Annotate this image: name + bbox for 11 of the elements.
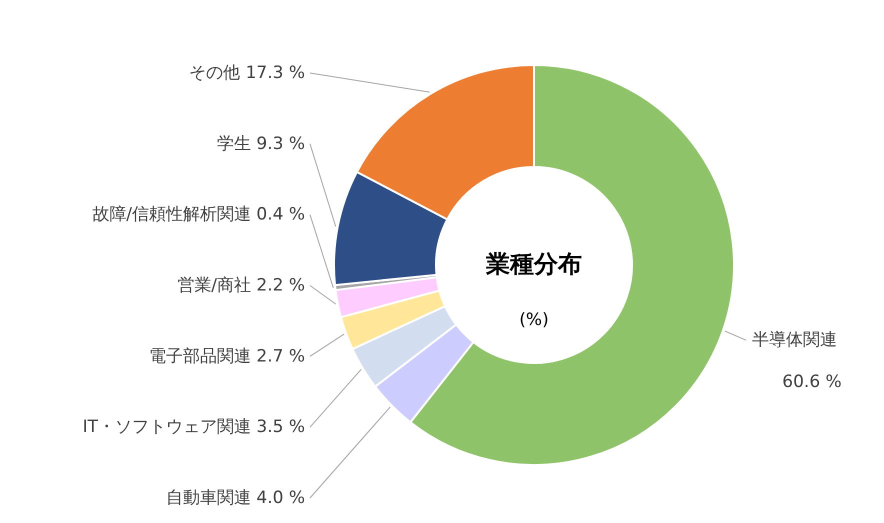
slice-label: 電子部品関連 2.7 % — [149, 346, 305, 366]
slice-label: IT・ソフトウェア関連 3.5 % — [82, 417, 305, 438]
slice-label: 故障/信頼性解析関連 0.4 % — [92, 204, 305, 225]
text: 業種分布 — [485, 250, 582, 278]
slice-label: 営業/商社 2.2 % — [177, 276, 305, 296]
slice-label: 自動車関連 4.0 % — [166, 488, 305, 508]
data-label: 60.6 % — [782, 372, 842, 392]
slice-label: 半導体関連 — [752, 330, 837, 350]
slice-label: その他 17.3 % — [189, 63, 305, 83]
text: (%) — [519, 310, 549, 330]
slice-label: 学生 9.3 % — [217, 134, 305, 154]
